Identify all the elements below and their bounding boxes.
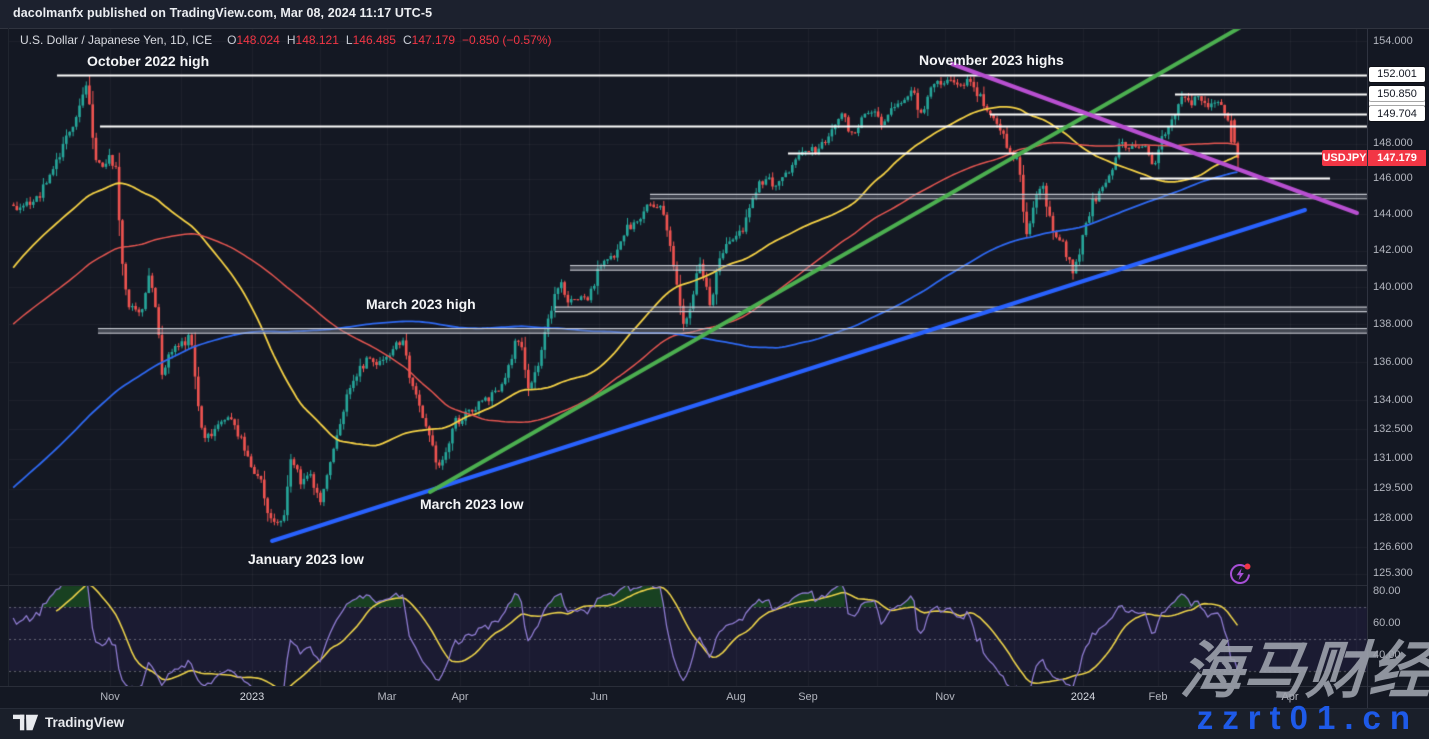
tradingview-brand-text: TradingView bbox=[45, 715, 125, 730]
watermark-site-url: zzrt01.cn bbox=[1196, 699, 1419, 736]
tradingview-logo[interactable]: TradingView bbox=[13, 714, 124, 731]
price-tick-label: 146.000 bbox=[1373, 172, 1413, 185]
price-tick-label: 126.600 bbox=[1373, 540, 1413, 553]
price-tick-label: 142.000 bbox=[1373, 244, 1413, 257]
price-tick-label: 131.000 bbox=[1373, 452, 1413, 465]
time-tick-label[interactable]: Feb bbox=[1148, 691, 1168, 703]
change-value: −0.850 (−0.57%) bbox=[462, 33, 552, 47]
flash-circle-icon bbox=[1230, 563, 1251, 584]
ohlc-value: 147.179 bbox=[411, 33, 456, 47]
time-tick-label[interactable]: Sep bbox=[798, 691, 818, 703]
footer-bar bbox=[0, 708, 1429, 739]
time-tick-label[interactable]: 2024 bbox=[1070, 691, 1096, 703]
price-tick-label: 154.000 bbox=[1373, 34, 1413, 47]
time-tick-label[interactable]: Nov bbox=[935, 691, 955, 703]
chart-annotation: January 2023 low bbox=[248, 551, 364, 567]
symbol-price-tag: USDJPY bbox=[1322, 149, 1367, 166]
level-price-label: 149.704 bbox=[1369, 106, 1425, 122]
chart-annotation: November 2023 highs bbox=[919, 52, 1064, 68]
rsi-tick-label: 80.00 bbox=[1373, 584, 1401, 597]
ohlc-value: 146.485 bbox=[352, 33, 396, 47]
hidden-price-label bbox=[1369, 98, 1425, 108]
time-tick-label[interactable]: Nov bbox=[100, 691, 120, 703]
price-tick-label: 134.000 bbox=[1373, 393, 1413, 406]
ohlc-value: 148.024 bbox=[236, 33, 280, 47]
ohlc-key: C bbox=[402, 33, 412, 47]
ohlc-key: H bbox=[286, 33, 296, 47]
price-tick-label: 132.500 bbox=[1373, 422, 1413, 435]
price-tick-label: 136.000 bbox=[1373, 355, 1413, 368]
tradingview-mark-icon bbox=[13, 714, 39, 731]
last-price-label: 147.179 bbox=[1368, 149, 1426, 166]
chart-annotation: October 2022 high bbox=[87, 53, 210, 69]
watermark-cjk-text: 海马财经 bbox=[1178, 637, 1429, 706]
chart-annotation: March 2023 high bbox=[366, 296, 476, 312]
ohlc-key: O bbox=[227, 33, 237, 47]
time-tick-label[interactable]: Apr bbox=[451, 691, 469, 703]
time-tick-label[interactable]: Aug bbox=[726, 691, 746, 703]
flash-ideas-icon[interactable] bbox=[1228, 560, 1254, 586]
price-tick-label: 144.000 bbox=[1373, 207, 1413, 220]
price-axis-border[interactable] bbox=[1367, 28, 1368, 708]
price-tick-label: 129.500 bbox=[1373, 482, 1413, 495]
price-tick-label: 140.000 bbox=[1373, 280, 1413, 293]
time-tick-label[interactable]: Apr bbox=[1281, 691, 1299, 703]
time-tick-label[interactable]: 2023 bbox=[239, 691, 265, 703]
level-price-label: 150.850 bbox=[1369, 86, 1425, 102]
level-price-label: 152.001 bbox=[1369, 66, 1425, 82]
pane-separator[interactable] bbox=[0, 585, 1367, 586]
ohlc-values: O148.024 H148.121 L146.485 C147.179 bbox=[220, 33, 455, 47]
price-tick-label: 125.300 bbox=[1373, 567, 1413, 580]
symbol-title: U.S. Dollar / Japanese Yen, 1D, ICE bbox=[20, 33, 213, 47]
ohlc-value: 148.121 bbox=[295, 33, 339, 47]
rsi-tick-label: 60.00 bbox=[1373, 616, 1401, 629]
price-tick-label: 138.000 bbox=[1373, 317, 1413, 330]
rsi-tick-label: 40.00 bbox=[1373, 648, 1401, 661]
publish-byline: dacolmanfx published on TradingView.com,… bbox=[13, 6, 433, 20]
price-tick-label: 128.000 bbox=[1373, 512, 1413, 525]
pane-left-border bbox=[8, 28, 9, 686]
time-tick-label[interactable]: Jun bbox=[590, 691, 608, 703]
price-tick-label: 148.000 bbox=[1373, 137, 1413, 150]
time-tick-label[interactable]: Mar bbox=[377, 691, 397, 703]
time-axis-strip[interactable] bbox=[0, 686, 1429, 709]
publish-header-bar: dacolmanfx published on TradingView.com,… bbox=[0, 0, 1429, 29]
symbol-legend[interactable]: U.S. Dollar / Japanese Yen, 1D, ICE O148.… bbox=[20, 33, 551, 47]
ohlc-key: L bbox=[345, 33, 353, 47]
chart-annotation: March 2023 low bbox=[420, 496, 524, 512]
